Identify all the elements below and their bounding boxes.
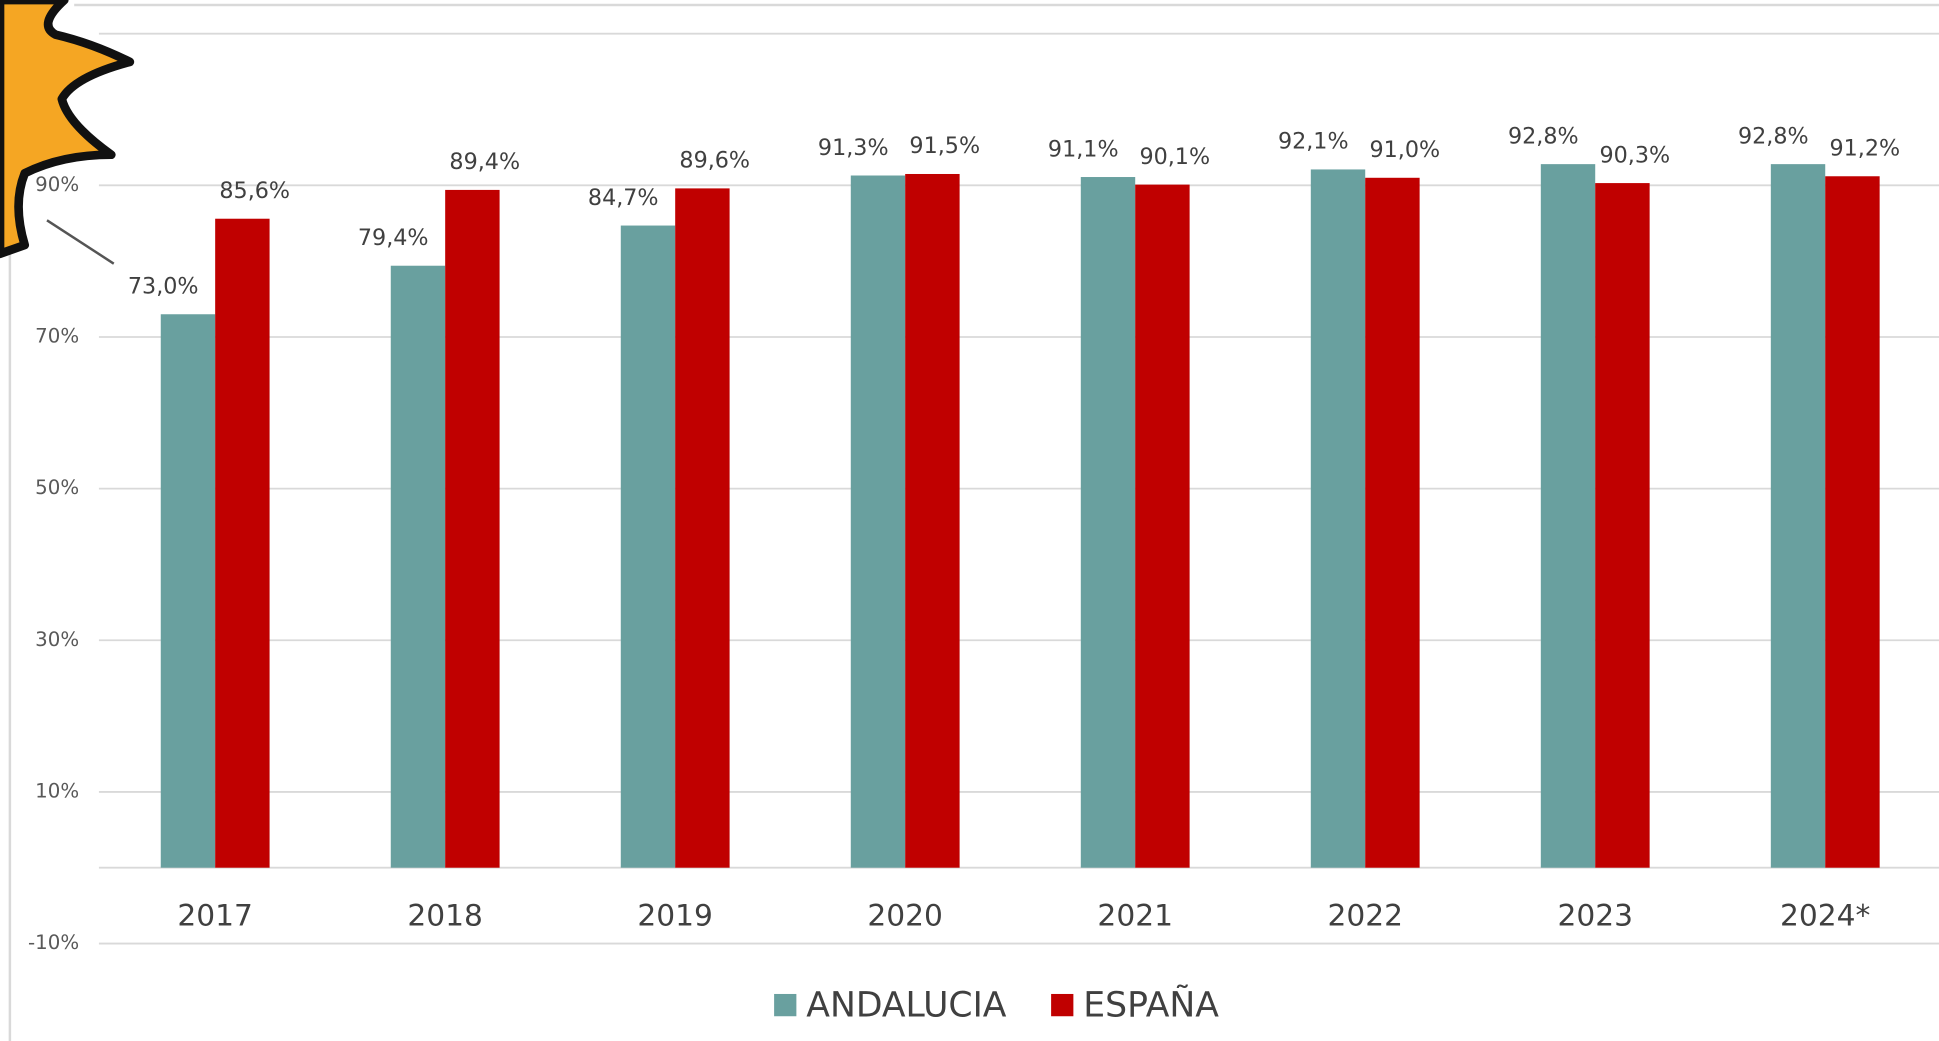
x-tick-label: 2019 bbox=[637, 899, 713, 934]
x-tick-label: 2018 bbox=[407, 899, 483, 934]
y-tick-label: 70% bbox=[35, 324, 79, 347]
legend-label: ESPAÑA bbox=[1083, 983, 1219, 1025]
bar bbox=[391, 266, 445, 868]
value-label: 89,6% bbox=[679, 148, 750, 174]
value-label: 92,8% bbox=[1738, 123, 1809, 149]
decoration-star bbox=[0, 0, 130, 254]
y-tick-label: 50% bbox=[35, 476, 79, 499]
bar bbox=[851, 176, 905, 868]
page: -10% 10% 30% 50% 70% 90% 2017 73,0% 85,6% 2018 79,… bbox=[0, 0, 1939, 1041]
bar bbox=[1595, 183, 1649, 868]
x-tick-label: 2022 bbox=[1327, 899, 1403, 934]
bar bbox=[1541, 164, 1595, 868]
value-label: 89,4% bbox=[449, 149, 520, 175]
value-label: 90,3% bbox=[1599, 142, 1670, 168]
value-label: 84,7% bbox=[588, 185, 659, 211]
bar bbox=[1135, 185, 1189, 868]
decoration-pointer bbox=[47, 220, 114, 263]
bar bbox=[1771, 164, 1825, 868]
value-label: 91,2% bbox=[1829, 136, 1900, 162]
x-tick-label: 2017 bbox=[177, 899, 253, 934]
y-tick-label: 30% bbox=[35, 628, 79, 651]
x-tick-label: 2020 bbox=[867, 899, 943, 934]
bar bbox=[215, 219, 269, 868]
bar bbox=[161, 314, 215, 867]
bar bbox=[675, 188, 729, 867]
bar bbox=[1825, 176, 1879, 867]
y-tick-label: 90% bbox=[35, 173, 79, 196]
legend-swatch bbox=[774, 994, 796, 1016]
bar bbox=[1081, 177, 1135, 868]
x-tick-label: 2023 bbox=[1557, 899, 1633, 934]
value-label: 92,1% bbox=[1278, 129, 1349, 155]
bar bbox=[1311, 169, 1365, 867]
x-tick-label: 2021 bbox=[1097, 899, 1173, 934]
y-tick-label: 10% bbox=[35, 779, 79, 802]
legend-label: ANDALUCIA bbox=[806, 985, 1007, 1025]
chart: -10% 10% 30% 50% 70% 90% 2017 73,0% 85,6% 2018 79,… bbox=[0, 0, 1939, 1041]
value-label: 85,6% bbox=[219, 178, 290, 204]
value-label: 73,0% bbox=[128, 274, 199, 300]
legend-swatch bbox=[1051, 994, 1073, 1016]
bar bbox=[1365, 178, 1419, 868]
value-label: 91,1% bbox=[1048, 136, 1119, 162]
y-tick-label: -10% bbox=[28, 931, 79, 954]
value-label: 91,3% bbox=[818, 135, 889, 161]
value-label: 90,1% bbox=[1139, 144, 1210, 170]
bar bbox=[445, 190, 499, 868]
bar bbox=[905, 174, 959, 868]
value-label: 91,0% bbox=[1369, 137, 1440, 163]
x-tick-label: 2024* bbox=[1780, 899, 1870, 934]
value-label: 92,8% bbox=[1508, 123, 1579, 149]
bar bbox=[621, 226, 675, 868]
value-label: 91,5% bbox=[909, 133, 980, 159]
value-label: 79,4% bbox=[358, 225, 429, 251]
